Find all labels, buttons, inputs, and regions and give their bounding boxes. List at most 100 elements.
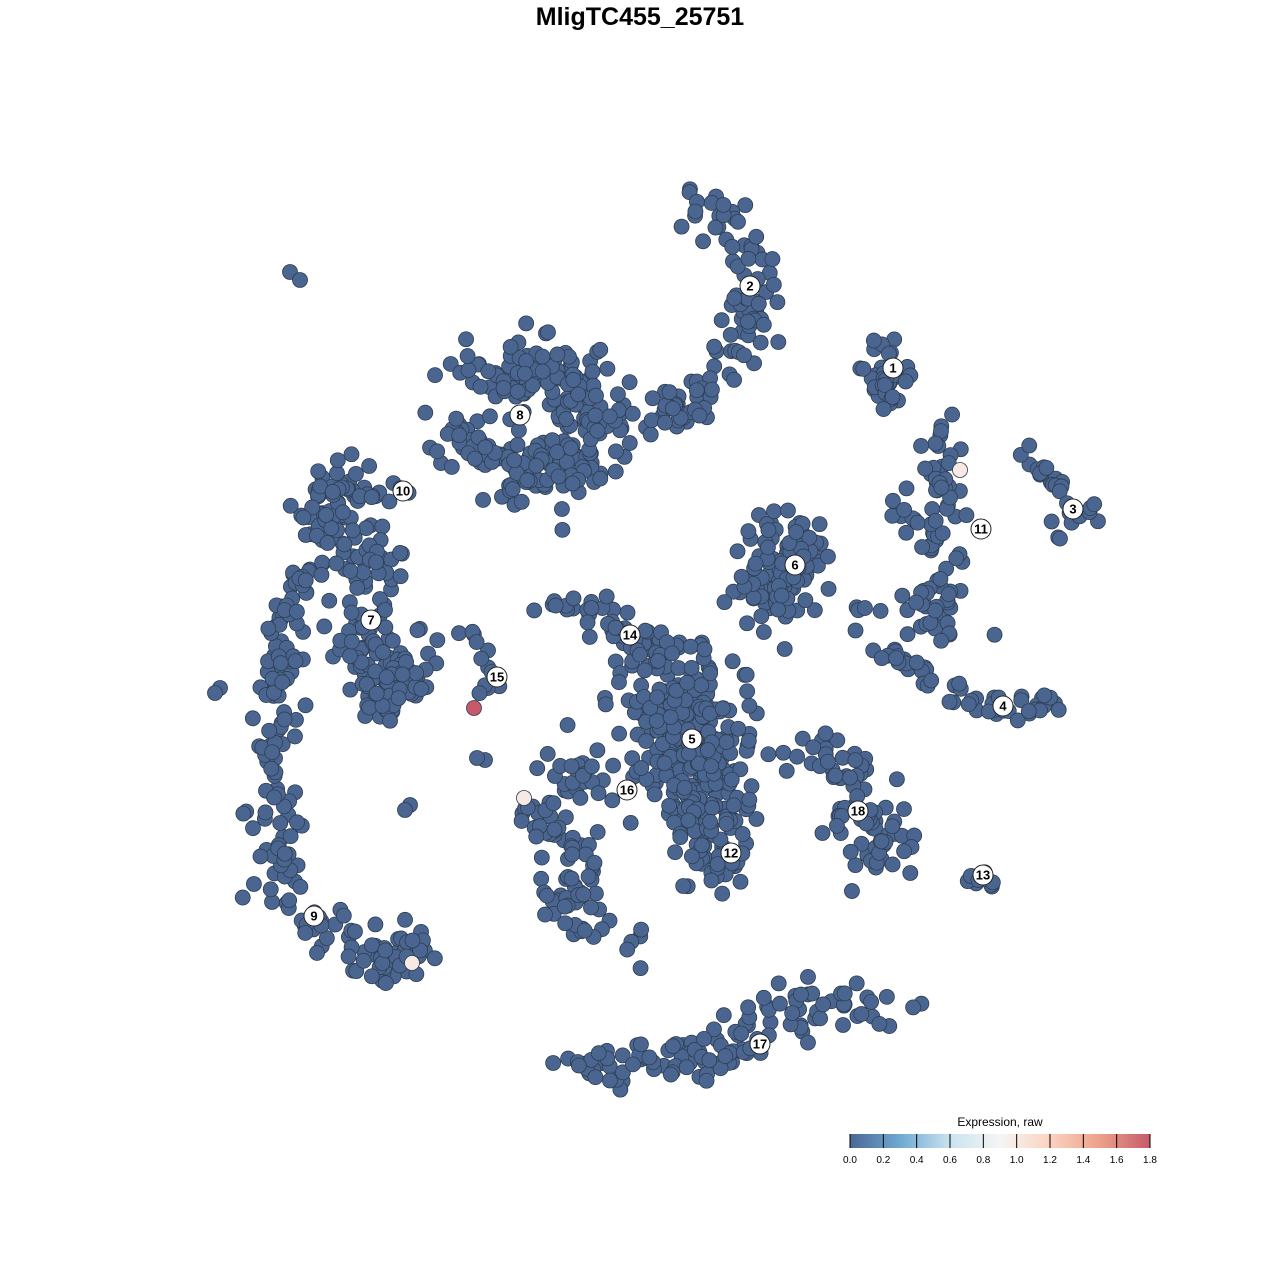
point-cluster-7 (377, 602, 393, 618)
point-cluster-12 (680, 812, 697, 829)
point-expressing (952, 462, 968, 478)
svg-text:2: 2 (746, 279, 753, 294)
cluster-label-12: 12 (720, 842, 742, 864)
point-cluster-5 (775, 744, 792, 761)
point-cluster-12 (672, 829, 689, 846)
point-cluster-16 (589, 824, 606, 840)
point-cluster-7 (382, 712, 398, 729)
point-cluster-16 (533, 849, 550, 866)
point-cluster-1 (877, 377, 893, 393)
point-cluster-8 (509, 383, 526, 400)
point-cluster-11 (940, 586, 957, 603)
point-cluster-2 (755, 316, 772, 333)
svg-text:12: 12 (724, 846, 738, 861)
point-cluster-11 (917, 460, 934, 477)
point-cluster-8 (564, 475, 581, 492)
point-expressing (466, 700, 482, 716)
point-cluster-10 (342, 563, 359, 579)
point-cluster-8 (467, 450, 483, 467)
point-cluster-9 (335, 907, 352, 924)
point-cluster-8 (482, 408, 498, 425)
point-cluster-9 (309, 945, 325, 961)
point-cluster-5 (670, 660, 687, 676)
point-cluster-10 (297, 572, 314, 589)
point-cluster-6 (780, 502, 796, 519)
point-cluster-17 (701, 1052, 718, 1068)
point-cluster-5 (718, 734, 735, 750)
point-cluster-6 (773, 587, 790, 604)
point-cluster-8 (516, 365, 533, 382)
point-cluster-16 (604, 792, 621, 809)
point-cluster-18 (819, 753, 836, 770)
point-cluster-5 (743, 778, 760, 795)
point-cluster-10 (304, 499, 321, 516)
point-cluster-14 (619, 604, 636, 621)
point-cluster-3 (1086, 496, 1103, 513)
point-cluster-1 (884, 389, 901, 405)
point-cluster-15 (468, 634, 485, 651)
svg-text:16: 16 (620, 783, 634, 798)
point-cluster-10 (329, 452, 346, 469)
point-cluster-5 (699, 742, 716, 758)
point-cluster-11 (896, 501, 913, 518)
point-cluster-4 (1050, 701, 1067, 718)
point-cluster-16 (572, 790, 589, 806)
point-cluster-8 (475, 492, 491, 508)
point-cluster-17 (836, 985, 853, 1002)
point-cluster-10 (282, 497, 299, 514)
point-cluster-4 (1013, 692, 1030, 709)
point-cluster-10 (318, 507, 335, 523)
point-cluster-17 (633, 1036, 649, 1053)
point-cluster-16 (545, 795, 562, 812)
point-cluster-10 (319, 535, 336, 551)
point-cluster-16 (583, 758, 600, 775)
point-cluster-12 (718, 816, 735, 832)
colorbar-tick-label: 1.8 (1143, 1155, 1157, 1166)
point-cluster-8 (607, 463, 624, 480)
point-cluster-9 (364, 937, 380, 954)
point-cluster-5 (760, 746, 777, 763)
point-cluster-5 (611, 674, 627, 691)
point-cluster-18 (829, 817, 845, 834)
point-cluster-16 (538, 887, 555, 904)
point-cluster-11 (909, 514, 926, 531)
point-cluster-17 (696, 1031, 712, 1047)
point-cluster-5 (740, 732, 757, 749)
point-cluster-12 (734, 826, 751, 842)
point-cluster-8 (549, 444, 565, 460)
point-cluster-12 (675, 878, 692, 894)
svg-text:15: 15 (490, 670, 504, 685)
point-cluster-8 (592, 470, 609, 487)
point-cluster-16 (633, 921, 650, 938)
point-cluster-17 (733, 1025, 750, 1042)
point-cluster-18 (902, 865, 919, 881)
point-cluster-17 (602, 1072, 618, 1089)
point-outlier (207, 685, 223, 701)
point-cluster-10 (328, 555, 345, 572)
point-cluster-8 (528, 457, 545, 474)
point-cluster-2 (665, 400, 681, 417)
point-cluster-18 (827, 767, 844, 784)
svg-text:4: 4 (999, 699, 1007, 714)
point-cluster-8 (480, 363, 497, 380)
point-cluster-10 (297, 697, 314, 714)
point-cluster-10 (343, 446, 360, 463)
svg-text:17: 17 (753, 1037, 767, 1052)
point-cluster-6 (740, 523, 757, 540)
point-cluster-4 (923, 672, 940, 689)
point-cluster-9 (377, 975, 394, 991)
point-cluster-16 (589, 742, 606, 759)
point-cluster-6 (811, 516, 828, 533)
point-cluster-10 (324, 483, 341, 500)
colorbar: 0.0 0.2 0.4 0.6 0.8 1.0 1.2 1.4 1.6 1.8 (843, 1134, 1157, 1166)
point-cluster-4 (960, 696, 977, 713)
point-cluster-3 (1021, 437, 1038, 454)
point-cluster-2 (730, 213, 746, 230)
point-cluster-8 (549, 346, 566, 363)
cluster-label-7: 7 (360, 609, 382, 631)
point-cluster-3 (1052, 530, 1068, 547)
point-cluster-8 (624, 405, 641, 422)
point-cluster-7 (374, 644, 391, 661)
colorbar-tick-label: 0.2 (876, 1155, 890, 1166)
point-cluster-8 (459, 348, 476, 364)
